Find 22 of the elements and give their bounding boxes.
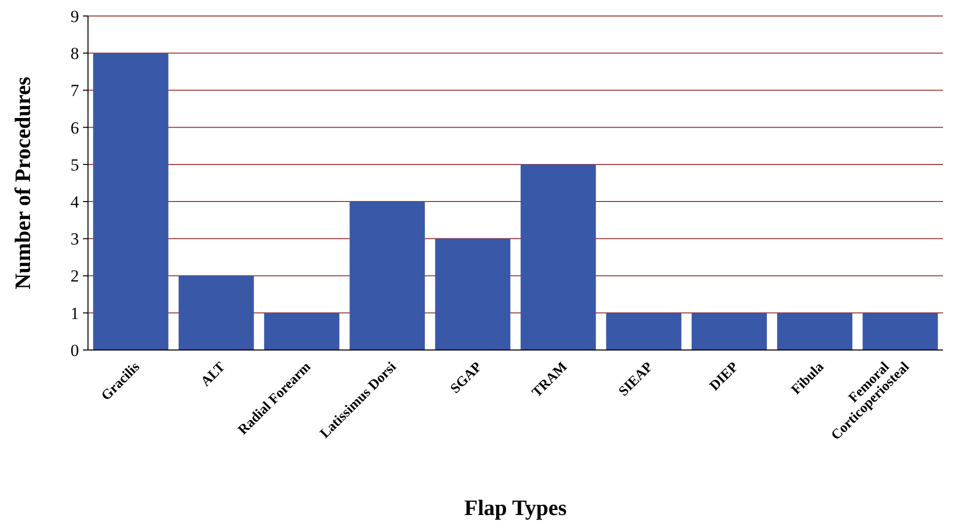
bar	[520, 164, 596, 350]
y-tick-label: 1	[70, 304, 79, 323]
bar	[606, 312, 682, 350]
bar	[264, 312, 340, 350]
y-tick-label: 3	[70, 230, 79, 249]
y-tick-label: 7	[70, 81, 80, 100]
bar	[777, 312, 852, 350]
y-tick-label: 8	[70, 44, 79, 64]
bar	[435, 238, 510, 350]
bar	[93, 53, 168, 350]
bar	[178, 276, 254, 350]
y-tick-label: 9	[70, 6, 79, 26]
y-axis-title: Number of Procedures	[10, 76, 35, 290]
bar	[862, 312, 938, 350]
y-tick-label: 5	[70, 155, 79, 174]
y-tick-label: 6	[70, 118, 79, 138]
y-tick-label: 4	[70, 192, 80, 212]
bar	[350, 202, 425, 350]
y-tick-label: 2	[70, 266, 79, 286]
bar	[692, 312, 767, 350]
y-tick-label: 0	[70, 340, 79, 360]
x-axis-title: Flap Types	[464, 495, 568, 520]
